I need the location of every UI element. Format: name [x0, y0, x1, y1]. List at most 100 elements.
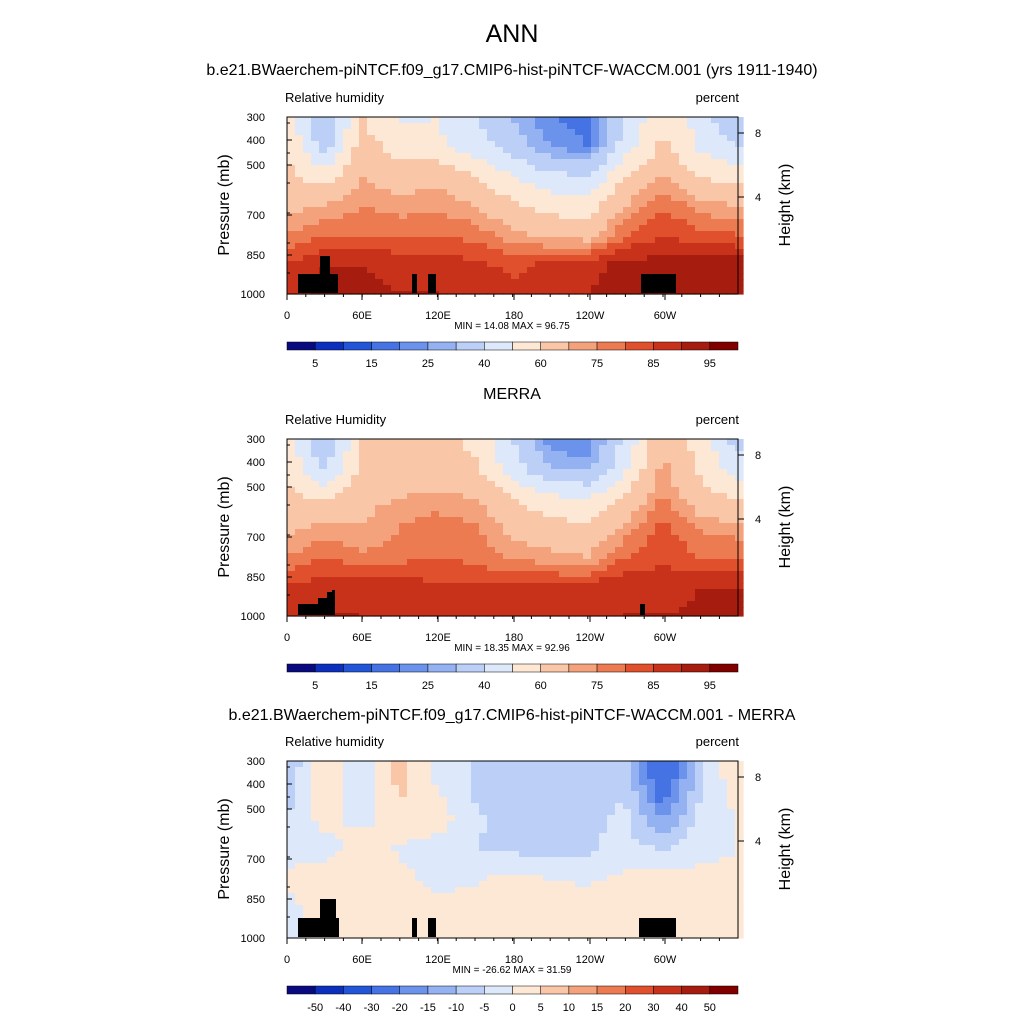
- contour-cell: [399, 255, 408, 262]
- contour-cell: [463, 541, 472, 548]
- contour-cell: [535, 141, 544, 148]
- contour-cell: [303, 159, 312, 166]
- contour-cell: [471, 183, 480, 190]
- contour-cell: [343, 577, 352, 584]
- contour-cell: [711, 589, 720, 596]
- contour-cell: [671, 207, 680, 214]
- contour-cell: [575, 129, 584, 136]
- contour-cell: [615, 583, 624, 590]
- contour-cell: [591, 887, 600, 894]
- contour-cell: [647, 511, 656, 518]
- contour-cell: [735, 487, 744, 494]
- contour-cell: [615, 123, 624, 130]
- contour-cell: [511, 517, 520, 524]
- contour-cell: [567, 219, 576, 226]
- contour-cell: [719, 589, 728, 596]
- contour-cell: [367, 887, 376, 894]
- contour-cell: [535, 869, 544, 876]
- contour-cell: [599, 261, 608, 268]
- contour-cell: [671, 851, 680, 858]
- contour-cell: [663, 183, 672, 190]
- contour-cell: [415, 767, 424, 774]
- contour-cell: [335, 529, 344, 536]
- contour-cell: [287, 905, 296, 912]
- contour-cell: [575, 809, 584, 816]
- contour-cell: [503, 159, 512, 166]
- contour-cell: [311, 261, 320, 268]
- contour-cell: [343, 881, 352, 888]
- contour-cell: [335, 827, 344, 834]
- contour-cell: [407, 159, 416, 166]
- contour-cell: [735, 899, 744, 906]
- contour-cell: [391, 457, 400, 464]
- contour-cell: [727, 219, 736, 226]
- contour-cell: [599, 189, 608, 196]
- contour-cell: [287, 445, 296, 452]
- contour-cell: [559, 595, 568, 602]
- contour-cell: [287, 481, 296, 488]
- contour-cell: [495, 463, 504, 470]
- contour-cell: [567, 803, 576, 810]
- contour-cell: [383, 171, 392, 178]
- contour-cell: [583, 451, 592, 458]
- contour-cell: [503, 893, 512, 900]
- contour-cell: [639, 165, 648, 172]
- x-tick-label: 180: [505, 310, 523, 322]
- contour-cell: [439, 797, 448, 804]
- contour-cell: [591, 559, 600, 566]
- contour-cell: [487, 547, 496, 554]
- contour-cell: [335, 505, 344, 512]
- contour-cell: [591, 273, 600, 280]
- contour-cell: [527, 839, 536, 846]
- contour-cell: [719, 517, 728, 524]
- contour-cell: [727, 201, 736, 208]
- contour-cell: [647, 881, 656, 888]
- contour-cell: [439, 213, 448, 220]
- contour-cell: [343, 511, 352, 518]
- contour-cell: [647, 141, 656, 148]
- panel-2: [286, 438, 744, 622]
- contour-cell: [415, 839, 424, 846]
- contour-cell: [711, 565, 720, 572]
- contour-cell: [711, 511, 720, 518]
- contour-cell: [607, 135, 616, 142]
- contour-cell: [455, 809, 464, 816]
- contour-cell: [559, 899, 568, 906]
- contour-cell: [495, 547, 504, 554]
- contour-cell: [735, 773, 744, 780]
- contour-cell: [679, 123, 688, 130]
- contour-cell: [719, 899, 728, 906]
- contour-cell: [695, 219, 704, 226]
- contour-cell: [327, 523, 336, 530]
- contour-cell: [399, 833, 408, 840]
- contour-cell: [487, 451, 496, 458]
- contour-cell: [487, 553, 496, 560]
- contour-cell: [575, 523, 584, 530]
- contour-cell: [495, 171, 504, 178]
- contour-cell: [647, 129, 656, 136]
- colorbar-label: 5: [312, 680, 318, 692]
- contour-cell: [679, 893, 688, 900]
- contour-cell: [671, 487, 680, 494]
- contour-cell: [415, 881, 424, 888]
- contour-cell: [423, 565, 432, 572]
- contour-cell: [703, 195, 712, 202]
- contour-cell: [551, 815, 560, 822]
- contour-cell: [455, 875, 464, 882]
- contour-cell: [511, 863, 520, 870]
- contour-cell: [647, 797, 656, 804]
- contour-cell: [479, 767, 488, 774]
- contour-cell: [287, 893, 296, 900]
- contour-cell: [327, 117, 336, 124]
- contour-cell: [639, 523, 648, 530]
- contour-cell: [655, 123, 664, 130]
- contour-cell: [671, 803, 680, 810]
- contour-cell: [359, 445, 368, 452]
- colorbar-swatch: [568, 663, 598, 673]
- contour-cell: [527, 517, 536, 524]
- contour-cell: [599, 141, 608, 148]
- contour-cell: [623, 529, 632, 536]
- contour-cell: [399, 583, 408, 590]
- contour-cell: [631, 529, 640, 536]
- contour-cell: [439, 899, 448, 906]
